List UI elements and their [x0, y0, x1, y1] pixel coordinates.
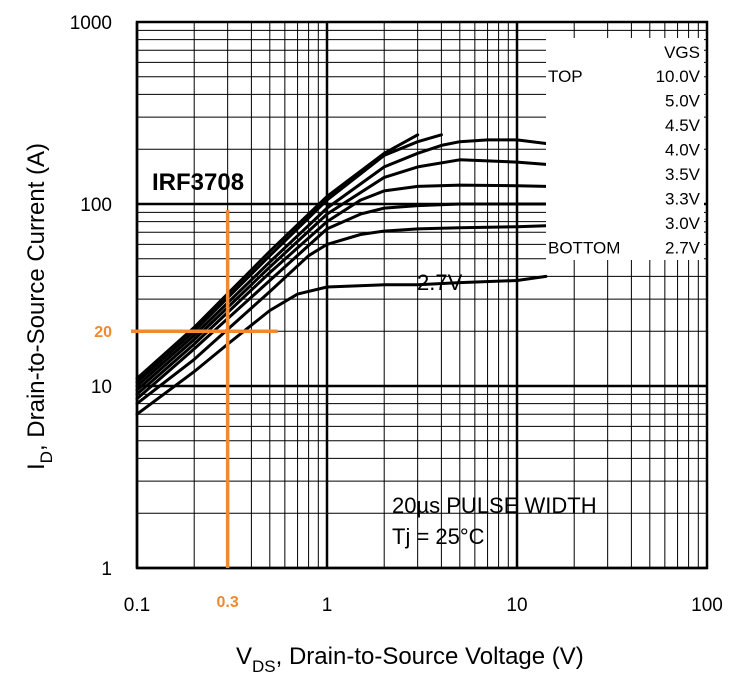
marker-y-label: 20: [94, 324, 112, 341]
legend-box: [546, 38, 704, 260]
orange-markers: 0.3 20: [94, 210, 278, 611]
y-tick-label: 1000: [70, 13, 112, 34]
legend-entry: 5.0V: [665, 92, 701, 111]
legend-entry: 4.5V: [665, 116, 701, 135]
x-tick-label: 10: [506, 595, 527, 616]
legend-entry: 3.5V: [665, 165, 701, 184]
x-tick-label: 1: [322, 595, 333, 616]
series-line-3-3V: [135, 202, 548, 401]
legend-entry: 10.0V: [656, 67, 701, 86]
y-tick-label: 1: [101, 559, 112, 580]
device-label: IRF3708: [152, 169, 244, 196]
legend-entry: 3.3V: [665, 190, 701, 209]
series-line-4-5V: [135, 138, 548, 388]
legend-header: VGS: [664, 43, 700, 62]
legend-entry: 3.0V: [665, 214, 701, 233]
series-line-10-0V: [135, 133, 420, 380]
series-line-3-5V: [135, 183, 548, 396]
pulse-width-annotation: 20µs PULSE WIDTH: [392, 493, 597, 518]
x-axis-title: VDS, Drain-to-Source Voltage (V): [236, 643, 584, 676]
marker-x-label: 0.3: [217, 594, 239, 611]
curve-label-2-7v: 2.7V: [417, 270, 463, 295]
series-line-3-0V: [135, 224, 548, 406]
y-tick-label: 100: [80, 195, 112, 216]
y-tick-label: 10: [91, 377, 112, 398]
y-axis-title: ID, Drain-to-Source Current (A): [23, 143, 56, 470]
legend-top-label: TOP: [548, 67, 583, 86]
legend-entry: 4.0V: [665, 141, 701, 160]
tick-labels: 0.1 1 10 100 1 10 100 1000: [70, 13, 723, 616]
tj-annotation: Tj = 25°C: [392, 524, 485, 549]
legend-entry: 2.7V: [665, 239, 701, 258]
series-line-2-7V: [135, 274, 548, 416]
series-curves: [135, 133, 548, 416]
legend: VGS 10.0V TOP 5.0V 4.5V 4.0V 3.5V 3.3V 3.0V 2.7V B…: [546, 38, 704, 260]
x-tick-label: 0.1: [124, 595, 150, 616]
x-tick-label: 100: [691, 595, 723, 616]
series-line-4-0V: [135, 158, 548, 392]
legend-bottom-label: BOTTOM: [548, 239, 620, 258]
plot-frame: [135, 20, 709, 570]
